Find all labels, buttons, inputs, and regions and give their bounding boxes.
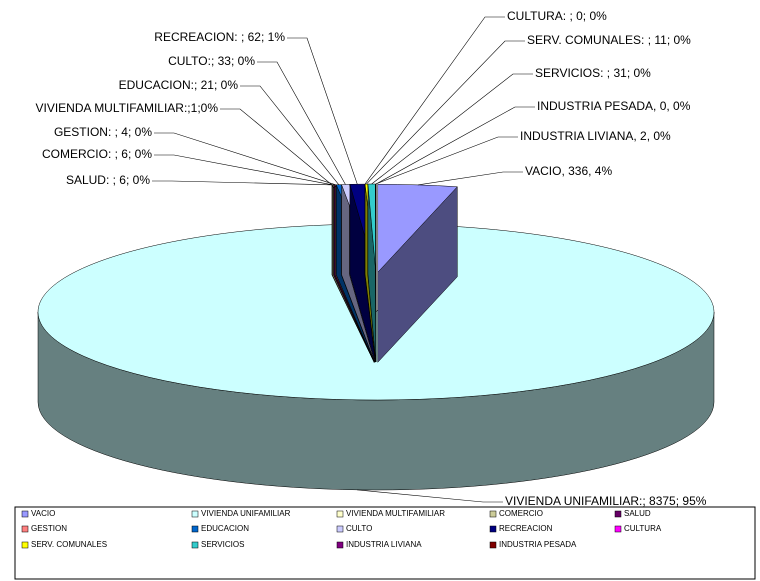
legend-label: INDUSTRIA LIVIANA (346, 540, 422, 549)
legend-swatch (191, 525, 199, 533)
legend-label: CULTO (346, 524, 372, 533)
legend-swatch (191, 541, 199, 549)
leader-line (364, 16, 505, 185)
legend-label: VACIO (31, 509, 55, 518)
data-label: EDUCACION:; 21; 0% (119, 78, 239, 92)
leader-line (371, 73, 533, 185)
data-label: RECREACION: ; 62; 1% (154, 30, 285, 44)
legend-label: SERV. COMUNALES (31, 540, 107, 549)
leader-line (154, 132, 336, 186)
leader-line (375, 136, 518, 185)
leader-line (356, 489, 503, 503)
legend-label: SERVICIOS (201, 540, 244, 549)
legend-label: VIVIENDA MULTIFAMILIAR (346, 509, 445, 518)
leader-line (240, 85, 339, 185)
data-label: VACIO, 336, 4% (525, 164, 612, 178)
legend-swatch (336, 525, 344, 533)
data-label: INDUSTRIA PESADA, 0, 0% (537, 99, 691, 113)
legend-label: VIVIENDA UNIFAMILIAR (201, 509, 291, 518)
legend-label: GESTION (31, 524, 67, 533)
legend-swatch (614, 510, 622, 518)
leader-line (417, 171, 523, 186)
leader-line (220, 108, 333, 186)
leader-line (257, 61, 346, 185)
data-label: INDUSTRIA LIVIANA, 2, 0% (520, 129, 671, 143)
legend-label: CULTURA (624, 524, 662, 533)
legend-label: SALUD (624, 509, 651, 518)
legend-swatch (336, 510, 344, 518)
data-label: VIVIENDA UNIFAMILIAR:; 8375; 95% (505, 494, 707, 508)
legend-label: INDUSTRIA PESADA (499, 540, 577, 549)
data-label: COMERCIO: ; 6; 0% (42, 147, 152, 161)
legend-swatch (489, 541, 497, 549)
slice (377, 184, 458, 273)
leader-line (375, 106, 535, 185)
data-label: CULTO:; 33; 0% (168, 54, 255, 68)
legend-swatch (21, 541, 29, 549)
legend-swatch (336, 541, 344, 549)
legend-label: EDUCACION (201, 524, 249, 533)
leader-line (152, 180, 335, 186)
data-label: SALUD: ; 6; 0% (66, 173, 150, 187)
legend-swatch (21, 510, 29, 518)
legend-swatch (489, 510, 497, 518)
leader-line (287, 37, 358, 185)
legend-swatch (191, 510, 199, 518)
leader-line (366, 40, 525, 185)
legend-swatch (489, 525, 497, 533)
data-label: SERV. COMUNALES: ; 11; 0% (527, 33, 691, 47)
legend-swatch (614, 525, 622, 533)
data-label: SERVICIOS: ; 31; 0% (535, 66, 651, 80)
legend-label: RECREACION (499, 524, 553, 533)
leader-line (154, 154, 333, 186)
legend-swatch (21, 525, 29, 533)
data-label: CULTURA: ; 0; 0% (507, 9, 607, 23)
legend-box (14, 506, 756, 580)
data-label: VIVIENDA MULTIFAMILIAR:;1;0% (36, 101, 219, 115)
data-label: GESTION: ; 4; 0% (54, 125, 152, 139)
legend-label: COMERCIO (499, 509, 543, 518)
